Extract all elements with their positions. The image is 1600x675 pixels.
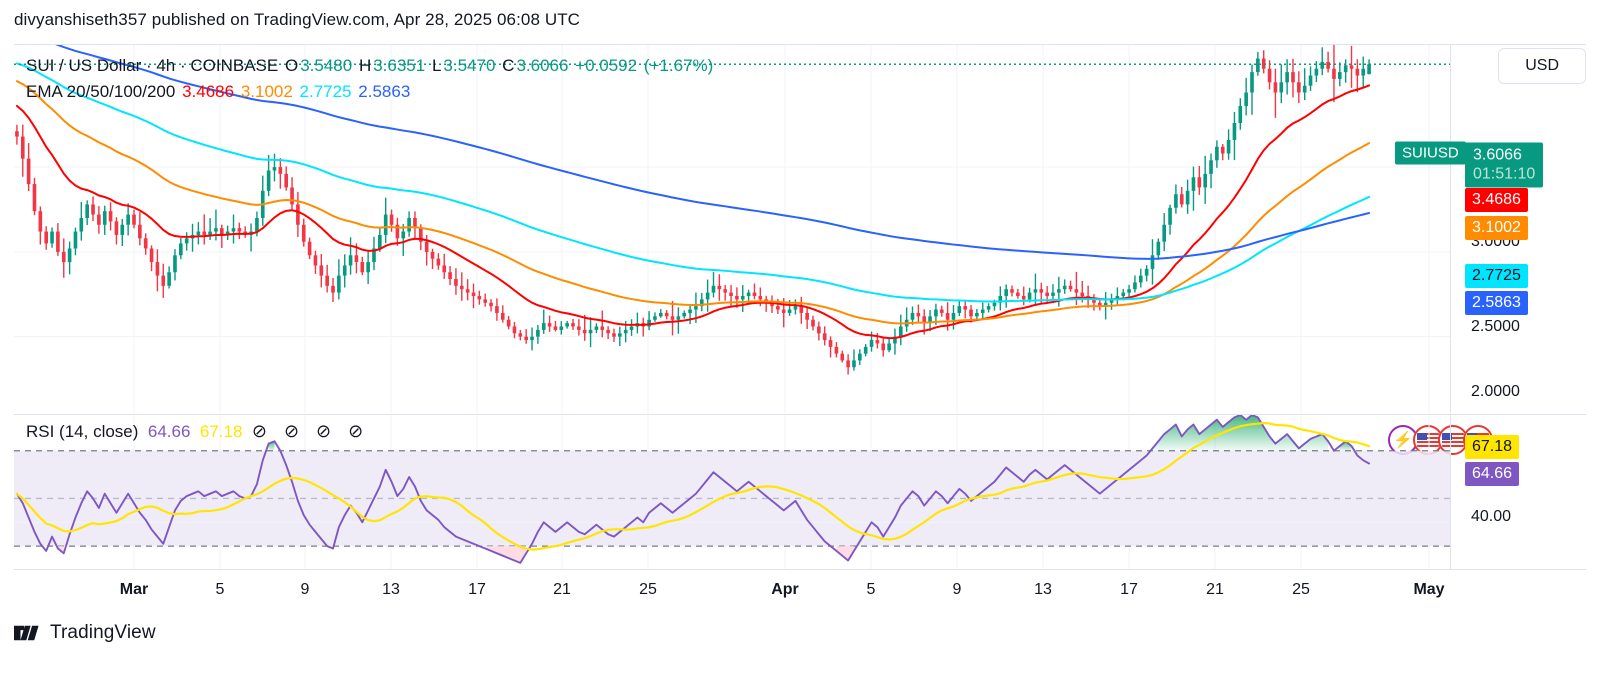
rsi-ma-badge[interactable]: 67.18 <box>1465 435 1520 459</box>
rsi-pane: 40.00 67.18 64.66 RSI (14, close) 64.66 … <box>14 414 1586 569</box>
time-label-6: 25 <box>639 581 657 598</box>
time-label-3: 13 <box>382 581 400 598</box>
ema50-price-badge[interactable]: 3.1002 <box>1465 216 1528 240</box>
time-label-11: 17 <box>1120 581 1138 598</box>
price-tick-1: 2.0000 <box>1471 383 1520 400</box>
rsi-plot-area[interactable] <box>14 415 1450 569</box>
time-label-5: 21 <box>553 581 571 598</box>
footer-brand: TradingView <box>14 622 156 644</box>
rsi-null-plots: ⊘ ⊘ ⊘ ⊘ <box>251 421 370 441</box>
price-chart-svg <box>14 45 1450 413</box>
price-plot-area[interactable] <box>14 45 1450 413</box>
time-label-9: 9 <box>952 581 962 598</box>
bar-countdown-timer: 01:51:10 <box>1473 165 1536 183</box>
symbol-price-tag: SUIUSD <box>1395 141 1466 165</box>
currency-unit-button[interactable]: USD <box>1498 48 1586 84</box>
time-label-10: 13 <box>1034 581 1052 598</box>
time-label-8: 5 <box>866 581 876 598</box>
time-label-13: 25 <box>1292 581 1310 598</box>
time-label-12: 21 <box>1206 581 1224 598</box>
rsi-chart-svg <box>14 415 1450 569</box>
time-label-4: 17 <box>468 581 486 598</box>
tradingview-logo-icon <box>14 625 39 641</box>
us-flag-icon-2[interactable] <box>1438 425 1468 455</box>
rsi-scale[interactable]: 40.00 67.18 64.66 <box>1450 415 1586 569</box>
last-price-badge[interactable]: 3.6066 01:51:10 <box>1465 142 1544 188</box>
price-scale[interactable]: 3.0000 2.5000 2.0000 3.6066 01:51:10 3.4… <box>1450 45 1586 413</box>
ema100-price-badge[interactable]: 2.7725 <box>1465 264 1528 288</box>
rsi-ma-legend-value: 67.18 <box>199 422 243 441</box>
tradingview-wordmark: TradingView <box>50 622 156 643</box>
time-axis[interactable]: Mar 5 9 13 17 21 25 Apr 5 9 13 17 21 25 … <box>14 569 1586 607</box>
time-label-0: Mar <box>119 581 149 598</box>
ema20-price-badge[interactable]: 3.4686 <box>1465 188 1528 212</box>
rsi-legend: RSI (14, close) 64.66 67.18 ⊘ ⊘ ⊘ ⊘ <box>26 421 369 442</box>
rsi-tick-40: 40.00 <box>1471 508 1512 525</box>
price-pane: 3.0000 2.5000 2.0000 3.6066 01:51:10 3.4… <box>14 45 1586 413</box>
time-label-1: 5 <box>215 581 225 598</box>
ema200-price-badge[interactable]: 2.5863 <box>1465 291 1528 315</box>
time-label-7: Apr <box>771 581 799 598</box>
time-label-2: 9 <box>300 581 310 598</box>
rsi-legend-value: 64.66 <box>147 422 191 441</box>
time-label-14: May <box>1413 581 1445 598</box>
chart-frame: 3.0000 2.5000 2.0000 3.6066 01:51:10 3.4… <box>14 44 1586 606</box>
publish-attribution: divyanshiseth357 published on TradingVie… <box>14 10 581 29</box>
last-price-value: 3.6066 <box>1473 146 1522 164</box>
rsi-value-badge[interactable]: 64.66 <box>1465 462 1520 486</box>
price-tick-2: 2.5000 <box>1471 318 1520 335</box>
rsi-indicator-title[interactable]: RSI (14, close) <box>26 422 139 441</box>
